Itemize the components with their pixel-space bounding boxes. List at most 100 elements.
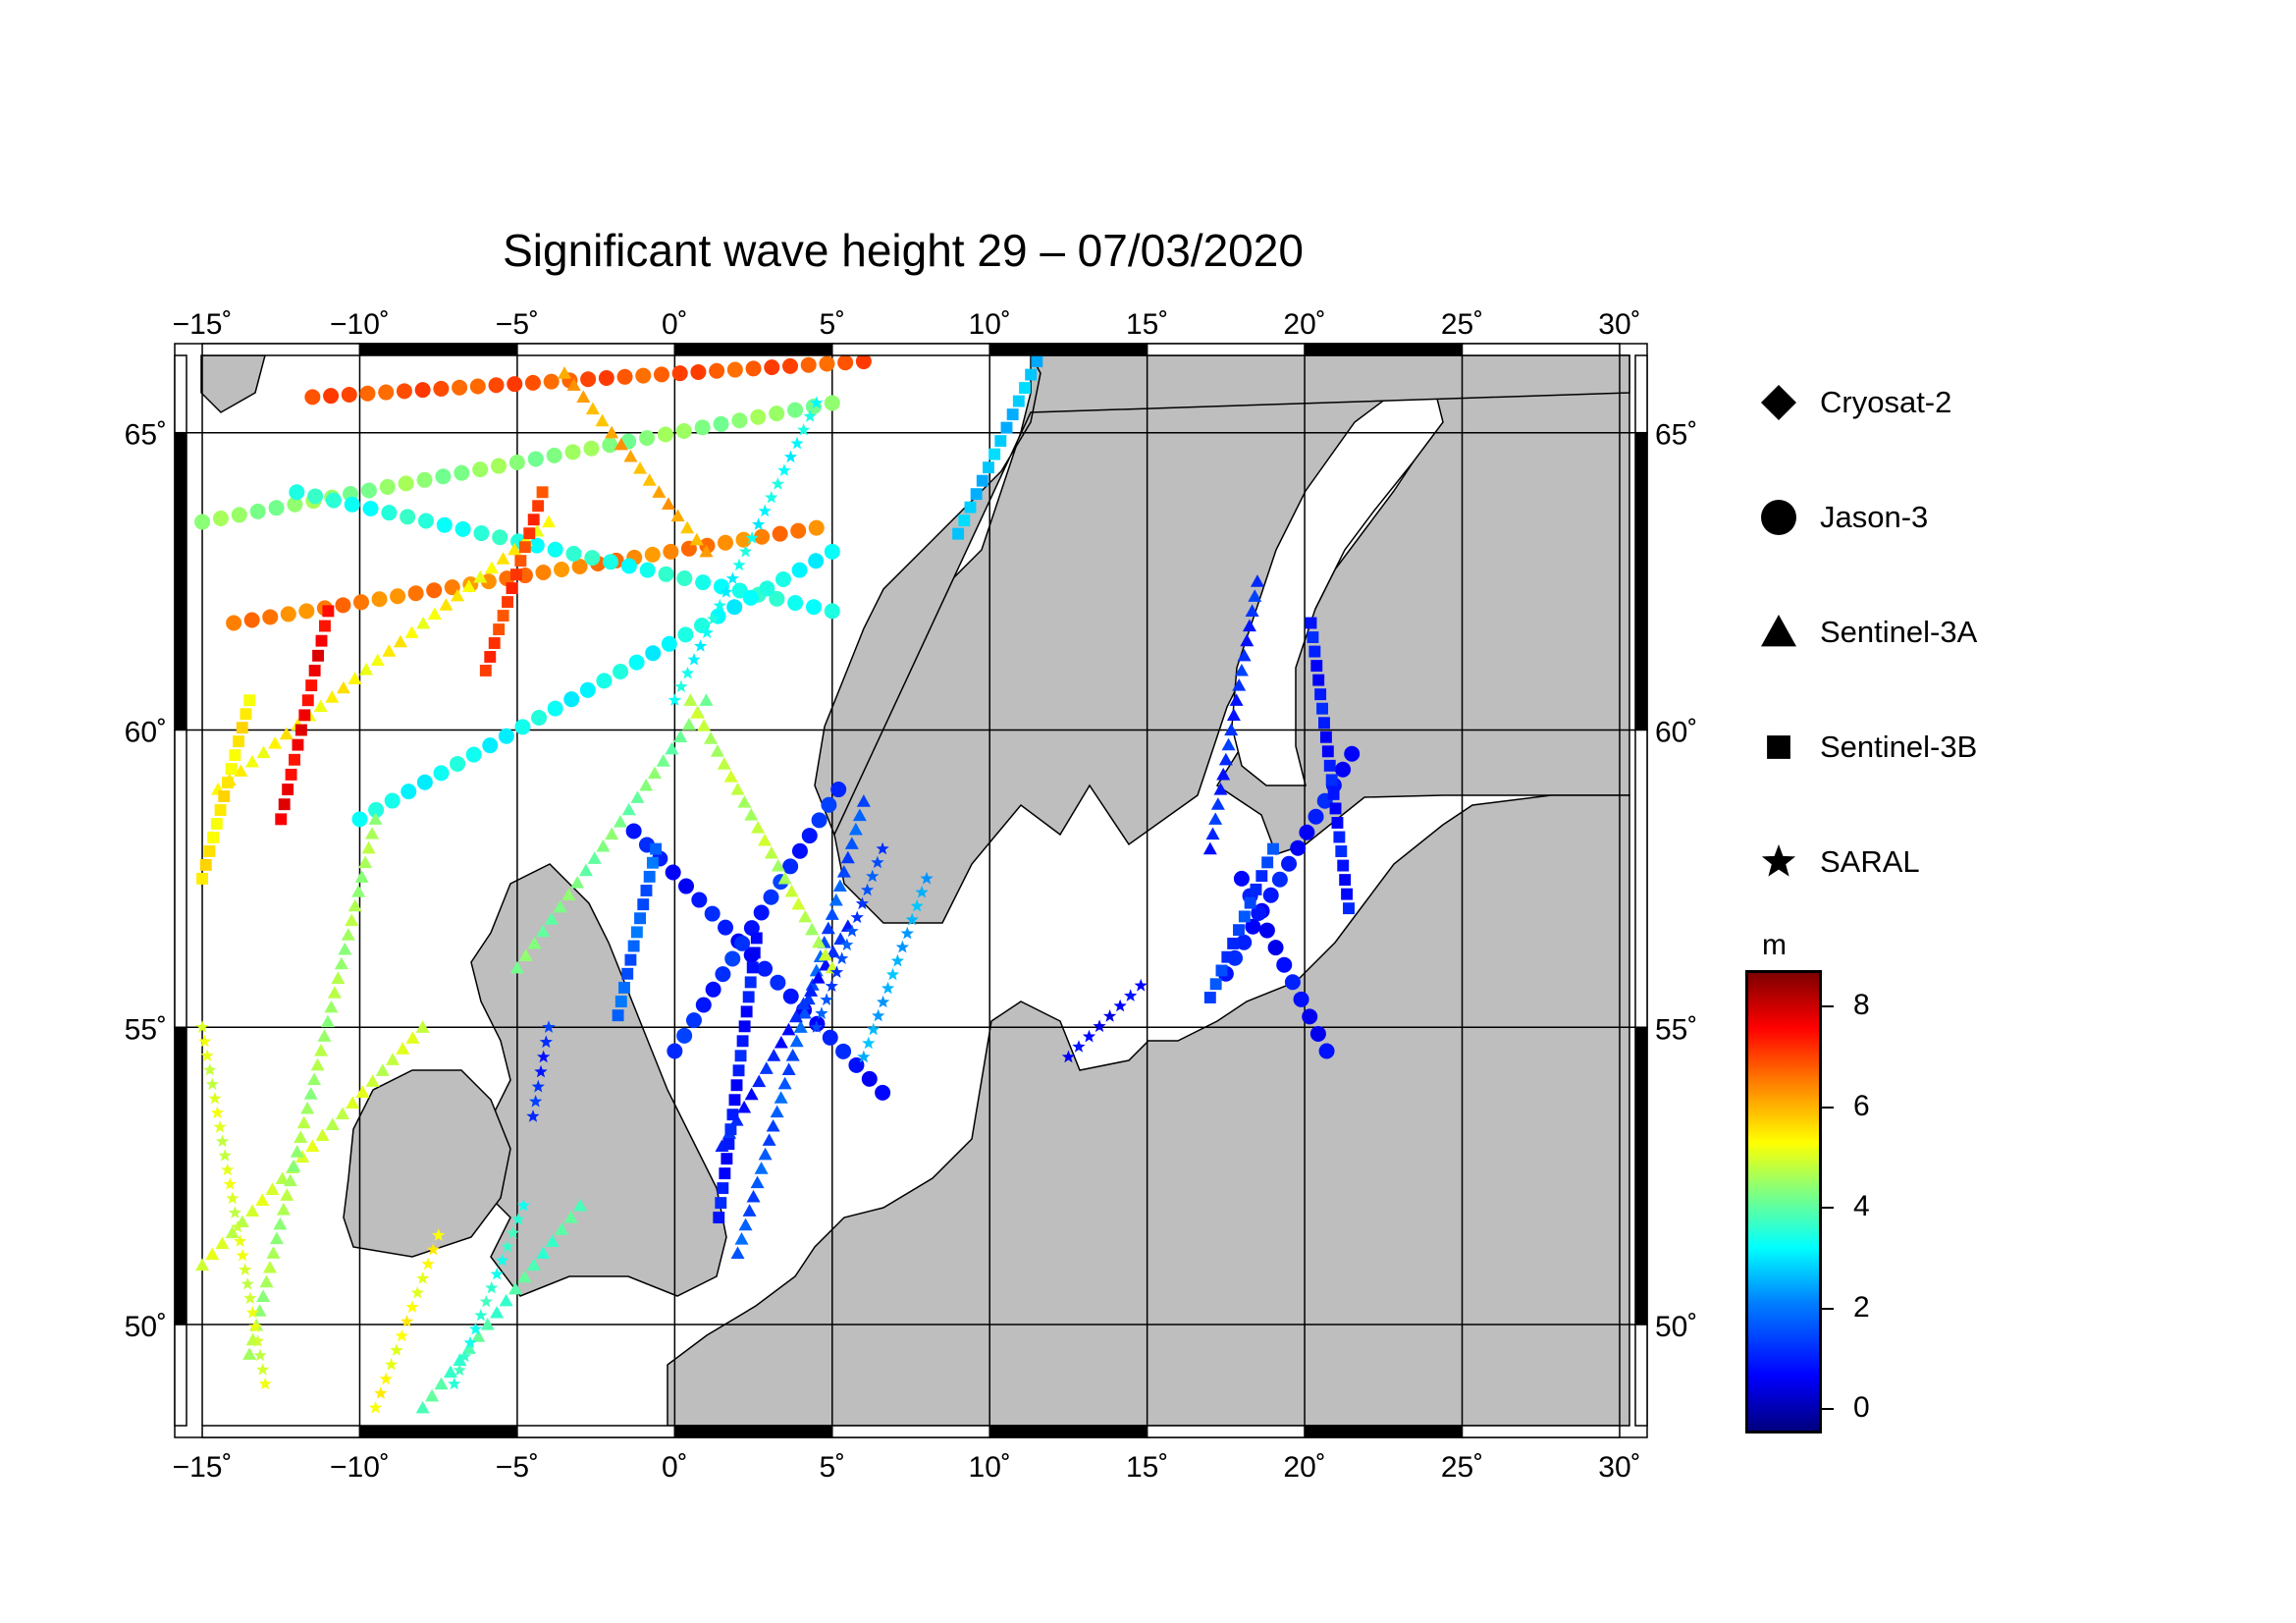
altimetry-point bbox=[239, 1263, 252, 1275]
altimetry-point bbox=[746, 1189, 761, 1203]
altimetry-point bbox=[720, 585, 733, 598]
altimetry-point bbox=[915, 885, 929, 898]
altimetry-point bbox=[730, 1079, 743, 1092]
altimetry-point bbox=[1318, 717, 1330, 730]
altimetry-point bbox=[517, 1270, 532, 1283]
altimetry-point bbox=[529, 1095, 543, 1108]
altimetry-point bbox=[490, 1267, 504, 1280]
altimetry-point bbox=[400, 784, 417, 800]
altimetry-point bbox=[273, 1217, 288, 1230]
altimetry-point bbox=[789, 1034, 804, 1048]
altimetry-point bbox=[335, 1107, 349, 1119]
legend-item: Sentinel-3A bbox=[1757, 609, 1977, 656]
altimetry-point bbox=[474, 1308, 488, 1322]
altimetry-point bbox=[750, 408, 767, 425]
altimetry-point bbox=[416, 1271, 430, 1284]
altimetry-point bbox=[782, 858, 799, 875]
altimetry-point bbox=[317, 1029, 332, 1042]
triangle-icon bbox=[1757, 611, 1800, 654]
altimetry-point bbox=[473, 569, 488, 583]
altimetry-point bbox=[1242, 619, 1256, 632]
altimetry-point bbox=[781, 1062, 796, 1076]
altimetry-point bbox=[627, 940, 640, 952]
altimetry-point bbox=[767, 1049, 781, 1061]
frame-segment-top bbox=[201, 343, 361, 356]
altimetry-point bbox=[334, 956, 348, 970]
altimetry-point bbox=[307, 488, 324, 505]
altimetry-point bbox=[218, 790, 231, 802]
altimetry-point bbox=[1093, 1019, 1106, 1033]
altimetry-point bbox=[1236, 934, 1253, 950]
altimetry-point bbox=[605, 827, 619, 840]
star-icon bbox=[1757, 840, 1800, 884]
longitude-label-bottom: 5˚ bbox=[819, 1451, 845, 1484]
altimetry-point bbox=[1124, 989, 1138, 1001]
altimetry-point bbox=[676, 1027, 693, 1044]
altimetry-point bbox=[461, 1341, 476, 1354]
altimetry-point bbox=[480, 1318, 495, 1330]
altimetry-point bbox=[545, 1234, 560, 1247]
colorbar-tick-mark bbox=[1822, 1207, 1834, 1210]
altimetry-point bbox=[287, 496, 303, 513]
altimetry-point bbox=[732, 558, 746, 571]
altimetry-point bbox=[245, 1305, 259, 1319]
altimetry-point bbox=[1006, 408, 1019, 421]
altimetry-point bbox=[313, 699, 328, 713]
altimetry-point bbox=[314, 1044, 329, 1056]
altimetry-point bbox=[752, 517, 766, 530]
altimetry-point bbox=[798, 909, 813, 923]
altimetry-point bbox=[285, 768, 297, 781]
altimetry-point bbox=[738, 1217, 753, 1231]
altimetry-point bbox=[1218, 752, 1233, 766]
altimetry-point bbox=[1216, 767, 1231, 781]
longitude-label-bottom: −5˚ bbox=[496, 1451, 539, 1484]
altimetry-point bbox=[821, 796, 837, 813]
altimetry-point bbox=[493, 623, 506, 635]
altimetry-point bbox=[250, 1334, 265, 1347]
altimetry-point bbox=[815, 1006, 828, 1019]
altimetry-point bbox=[1205, 827, 1220, 840]
altimetry-point bbox=[514, 719, 531, 735]
altimetry-point bbox=[561, 888, 576, 901]
altimetry-point bbox=[231, 1219, 244, 1233]
frame-segment-top bbox=[673, 343, 833, 356]
altimetry-point bbox=[425, 1388, 440, 1402]
altimetry-point bbox=[1031, 355, 1043, 368]
altimetry-point bbox=[208, 1091, 222, 1105]
altimetry-point bbox=[395, 1328, 408, 1342]
altimetry-point bbox=[777, 871, 792, 885]
altimetry-point bbox=[416, 774, 433, 790]
altimetry-point bbox=[781, 1022, 796, 1036]
altimetry-point bbox=[824, 395, 840, 411]
altimetry-point bbox=[678, 878, 695, 894]
longitude-label-top: 10˚ bbox=[969, 308, 1011, 341]
altimetry-point bbox=[1329, 802, 1342, 815]
altimetry-point bbox=[613, 815, 627, 828]
frame-segment-bottom bbox=[1146, 1425, 1306, 1438]
altimetry-point bbox=[769, 590, 785, 607]
altimetry-point bbox=[958, 514, 971, 527]
altimetry-point bbox=[496, 1253, 509, 1267]
altimetry-point bbox=[734, 1050, 747, 1062]
altimetry-point bbox=[1000, 421, 1013, 434]
altimetry-point bbox=[809, 963, 824, 977]
altimetry-point bbox=[301, 694, 314, 707]
altimetry-point bbox=[1072, 1040, 1086, 1053]
continental-europe bbox=[667, 794, 1630, 1427]
altimetry-point bbox=[331, 971, 346, 984]
longitude-label-top: −5˚ bbox=[496, 308, 539, 341]
altimetry-point bbox=[770, 974, 786, 991]
altimetry-point bbox=[375, 1063, 390, 1076]
altimetry-point bbox=[808, 519, 825, 536]
altimetry-point bbox=[671, 365, 688, 382]
altimetry-point bbox=[693, 639, 708, 652]
altimetry-point bbox=[766, 1118, 780, 1132]
altimetry-point bbox=[359, 662, 374, 676]
altimetry-point bbox=[583, 440, 600, 457]
frame-segment-top bbox=[1304, 343, 1464, 356]
colorbar-tick-label: 2 bbox=[1853, 1290, 1870, 1324]
legend-item: SARAL bbox=[1757, 839, 1920, 886]
altimetry-point bbox=[365, 827, 380, 839]
altimetry-point bbox=[616, 368, 633, 385]
